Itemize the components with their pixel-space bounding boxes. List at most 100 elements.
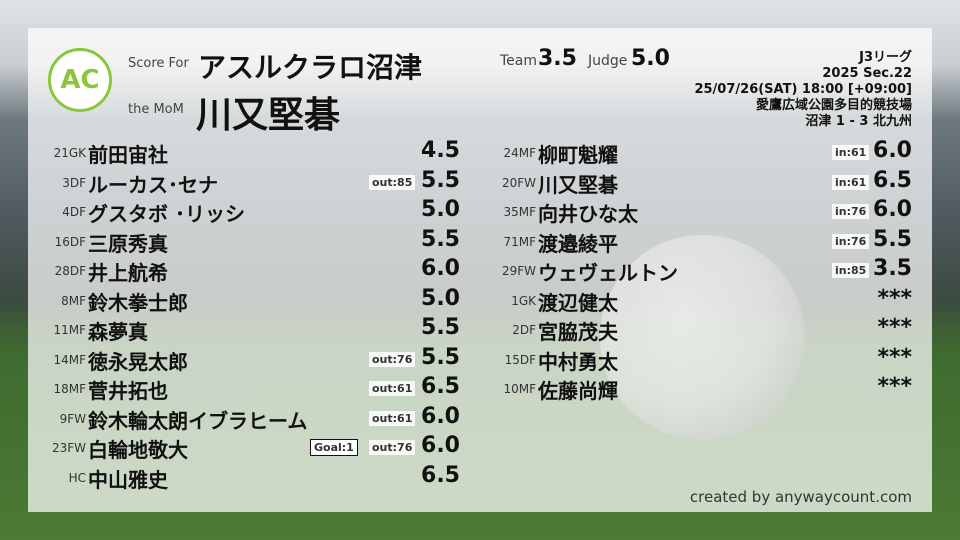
player-row: 29FW ウェヴェルトン 3.5 in:85 <box>478 256 918 285</box>
sub-out-badge: out:76 <box>369 440 416 455</box>
player-row: 23FW 白輪地敬大 6.0 out:76 Goal:1 <box>28 433 468 462</box>
player-row: HC 中山雅史 6.5 <box>28 462 468 492</box>
player-row: 10MF 佐藤尚輝 *** <box>478 374 918 403</box>
player-score: *** <box>877 374 912 399</box>
player-name: グスタボ ･リッシ <box>88 202 245 226</box>
team-label: Team <box>500 53 538 69</box>
player-score: 5.5 <box>421 344 460 370</box>
player-name: ルーカス･セナ <box>88 172 218 197</box>
player-name: 三原秀真 <box>88 231 168 256</box>
player-row: 20FW 川又堅碁 6.5 in:61 <box>478 167 918 197</box>
player-score: *** <box>877 285 912 311</box>
player-name: 川又堅碁 <box>538 172 618 197</box>
season: 2025 Sec.22 <box>822 66 912 81</box>
player-number-position: 71MF <box>503 234 536 249</box>
credit: created by anywaycount.com <box>689 488 912 506</box>
player-name: 柳町魁耀 <box>538 143 618 167</box>
judge-score: 5.0 <box>631 46 670 71</box>
result: 沼津 1 - 3 北九州 <box>805 114 912 129</box>
sub-in-badge: in:61 <box>832 145 870 160</box>
player-score: 6.0 <box>421 403 460 429</box>
player-score: 5.5 <box>873 226 912 252</box>
sub-out-badge: out:61 <box>369 410 416 426</box>
player-row: 14MF 徳永晃太郎 5.5 out:76 <box>28 344 468 374</box>
player-name: 井上航希 <box>88 261 168 285</box>
venue: 愛鷹広域公園多目的競技場 <box>755 98 912 113</box>
player-number-position: 4DF <box>62 205 86 219</box>
player-score: 6.5 <box>421 462 460 488</box>
player-number-position: 23FW <box>51 441 86 455</box>
match-info: J3リーグ 2025 Sec.22 25/07/26(SAT) 18:00 [+… <box>694 50 912 130</box>
sub-out-badge: out:76 <box>369 351 416 367</box>
score-for-label: Score For <box>128 56 189 71</box>
player-row: 24MF 柳町魁耀 6.0 in:61 <box>478 138 918 167</box>
sub-in-badge: in:76 <box>832 233 870 249</box>
player-number-position: 20FW <box>501 175 536 190</box>
player-name: 徳永晃太郎 <box>88 349 188 374</box>
player-score: 5.5 <box>421 226 460 252</box>
player-name: 渡邉綾平 <box>538 231 618 256</box>
player-row: 28DF 井上航希 6.0 <box>28 256 468 285</box>
player-row: 21GK 前田宙社 4.5 <box>28 138 468 167</box>
player-number-position: 14MF <box>53 352 86 367</box>
player-number-position: 35MF <box>503 205 536 219</box>
player-row: 9FW 鈴木輪太朗イブラヒーム 6.0 out:61 <box>28 403 468 433</box>
player-name: 前田宙社 <box>88 143 168 167</box>
player-name: 白輪地敬大 <box>88 438 188 462</box>
player-score: 6.5 <box>421 374 460 399</box>
player-number-position: 24MF <box>503 146 536 160</box>
player-row: 11MF 森夢真 5.5 <box>28 315 468 344</box>
player-number-position: 3DF <box>62 175 86 190</box>
player-name: 鈴木輪太朗イブラヒーム <box>88 408 308 433</box>
player-name: 菅井拓也 <box>88 379 168 403</box>
player-score: 6.0 <box>873 138 912 163</box>
player-score: 5.0 <box>421 285 460 311</box>
player-score: 6.5 <box>873 167 912 193</box>
mom-name: 川又堅碁 <box>196 95 341 136</box>
player-number-position: 18MF <box>53 382 86 396</box>
player-row: 8MF 鈴木拳士郎 5.0 <box>28 285 468 315</box>
player-number-position: 16DF <box>54 234 86 249</box>
score-panel <box>28 28 932 512</box>
player-score: 6.0 <box>421 256 460 281</box>
player-score: *** <box>877 344 912 370</box>
goal-badge: Goal:1 <box>310 439 358 456</box>
player-number-position: 8MF <box>61 293 86 308</box>
player-number-position: 28DF <box>54 264 86 278</box>
player-score: 5.5 <box>421 167 460 193</box>
player-name: 向井ひな太 <box>538 202 638 226</box>
player-number-position: 1GK <box>511 293 536 308</box>
sub-out-badge: out:85 <box>369 174 416 190</box>
soccer-ball-image <box>600 235 805 440</box>
mom-label: the MoM <box>128 102 184 117</box>
player-number-position: 11MF <box>53 323 86 337</box>
player-row: 2DF 宮脇茂夫 *** <box>478 315 918 344</box>
player-number-position: 15DF <box>504 352 536 367</box>
league: J3リーグ <box>859 50 912 65</box>
team-name: アスルクラロ沼津 <box>198 51 423 84</box>
player-number-position: 9FW <box>59 411 86 426</box>
player-row: 15DF 中村勇太 *** <box>478 344 918 374</box>
logo-text: AC <box>60 65 100 95</box>
player-row: 18MF 菅井拓也 6.5 out:61 <box>28 374 468 403</box>
player-name: 宮脇茂夫 <box>538 320 618 344</box>
player-row: 4DF グスタボ ･リッシ 5.0 <box>28 197 468 226</box>
player-score: 6.0 <box>421 433 460 458</box>
player-number-position: HC <box>68 470 86 485</box>
player-row: 35MF 向井ひな太 6.0 in:76 <box>478 197 918 226</box>
player-score: *** <box>877 315 912 340</box>
anywaycount-logo: AC <box>48 48 112 112</box>
player-name: 佐藤尚輝 <box>538 379 618 403</box>
sub-in-badge: in:76 <box>832 204 870 219</box>
sub-in-badge: in:61 <box>832 174 870 190</box>
player-name: 中山雅史 <box>88 467 168 492</box>
player-score: 5.5 <box>421 315 460 340</box>
player-row: 71MF 渡邉綾平 5.5 in:76 <box>478 226 918 256</box>
player-score: 6.0 <box>873 197 912 222</box>
player-number-position: 21GK <box>53 146 86 160</box>
player-number-position: 2DF <box>512 323 536 337</box>
sub-in-badge: in:85 <box>832 263 870 278</box>
player-score: 3.5 <box>873 256 912 281</box>
player-score: 4.5 <box>421 138 460 163</box>
player-number-position: 29FW <box>501 264 536 278</box>
